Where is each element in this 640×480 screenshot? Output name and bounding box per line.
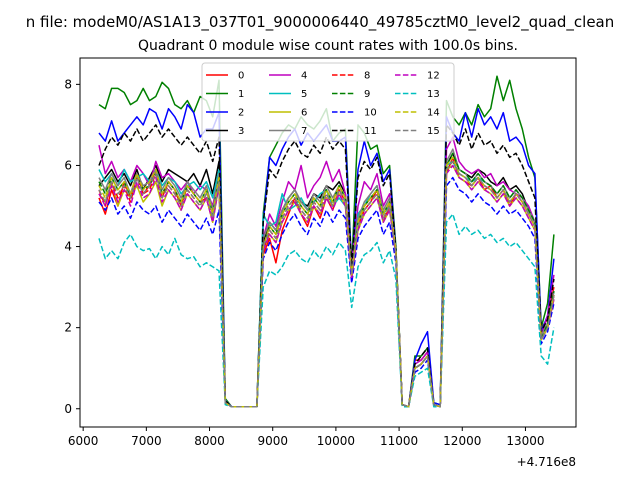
legend-label-11: 11 bbox=[364, 126, 377, 137]
x-tick-label: 9000 bbox=[257, 434, 288, 448]
x-axis: 6000 7000 8000 9000 10000 11000 12000 13000 bbox=[68, 427, 545, 448]
legend-frame bbox=[201, 62, 455, 142]
x-tick-label: 12000 bbox=[443, 434, 481, 448]
legend-label-15: 15 bbox=[427, 126, 440, 137]
legend-label-1: 1 bbox=[238, 89, 244, 100]
series-line-15 bbox=[98, 160, 555, 408]
legend-label-14: 14 bbox=[427, 108, 440, 119]
x-tick-label: 13000 bbox=[506, 434, 544, 448]
series-line-10 bbox=[98, 176, 555, 408]
legend-label-0: 0 bbox=[238, 71, 244, 82]
y-tick-label: 0 bbox=[64, 402, 72, 416]
legend-label-12: 12 bbox=[427, 71, 440, 82]
series-line-13 bbox=[98, 213, 555, 408]
figure-suptitle: n file: modeM0/AS1A13_037T01_9000006440_… bbox=[26, 13, 615, 32]
legend-label-10: 10 bbox=[364, 108, 377, 119]
legend-label-3: 3 bbox=[238, 126, 244, 137]
y-axis: 0 2 4 6 8 bbox=[64, 77, 80, 416]
y-tick-label: 6 bbox=[64, 158, 72, 172]
series-line-12 bbox=[98, 164, 555, 408]
legend-label-6: 6 bbox=[301, 108, 307, 119]
y-tick-label: 2 bbox=[64, 321, 72, 335]
x-tick-label: 6000 bbox=[68, 434, 99, 448]
series-line-9 bbox=[98, 152, 555, 408]
x-tick-label: 11000 bbox=[380, 434, 418, 448]
x-tick-label: 10000 bbox=[317, 434, 355, 448]
y-tick-label: 4 bbox=[64, 240, 72, 254]
series-line-11 bbox=[98, 124, 555, 408]
y-tick-label: 8 bbox=[64, 77, 72, 91]
legend-label-9: 9 bbox=[364, 89, 370, 100]
x-tick-label: 8000 bbox=[194, 434, 225, 448]
legend-label-4: 4 bbox=[301, 71, 307, 82]
series-line-14 bbox=[98, 156, 555, 408]
plot-frame bbox=[79, 57, 577, 428]
legend-label-7: 7 bbox=[301, 126, 307, 137]
axes-title: Quadrant 0 module wise count rates with … bbox=[138, 38, 518, 54]
x-offset-label: +4.716e8 bbox=[517, 455, 576, 469]
legend-label-8: 8 bbox=[364, 71, 370, 82]
x-tick-label: 7000 bbox=[131, 434, 162, 448]
legend-label-2: 2 bbox=[238, 108, 244, 119]
legend-label-5: 5 bbox=[301, 89, 307, 100]
legend-label-13: 13 bbox=[427, 89, 440, 100]
